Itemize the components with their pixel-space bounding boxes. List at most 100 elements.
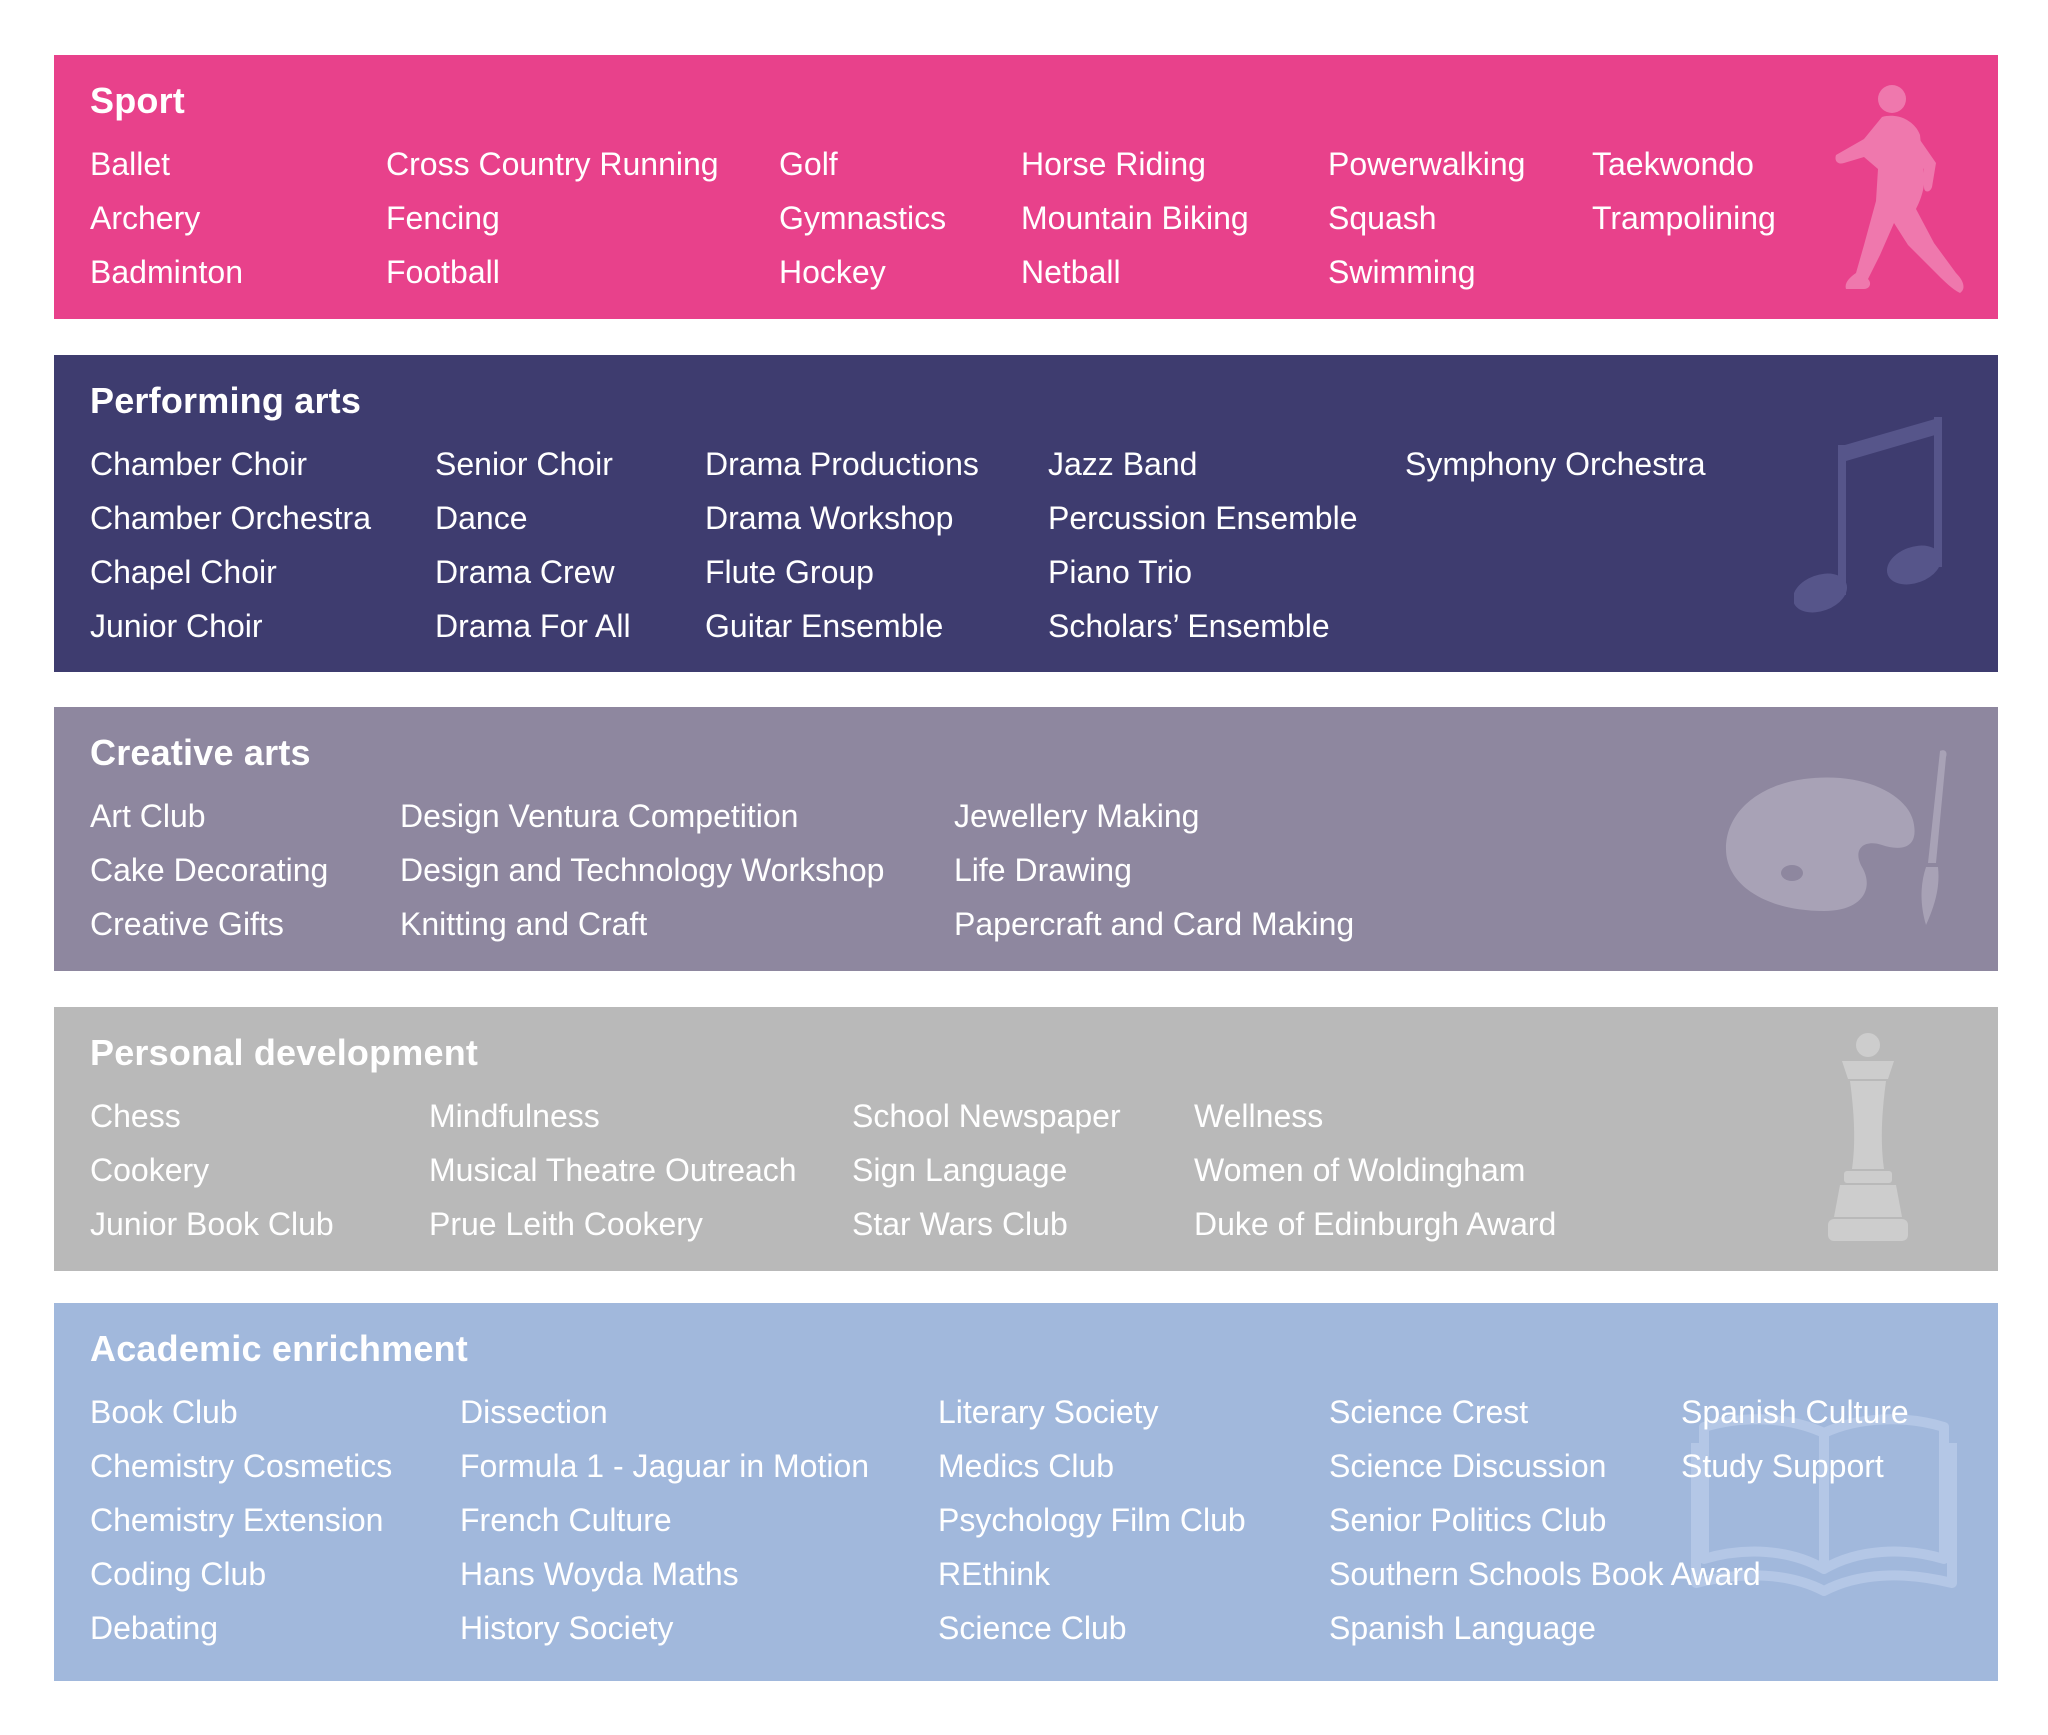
academic-enrichment-item: Psychology Film Club xyxy=(938,1502,1246,1538)
performing-arts-title: Performing arts xyxy=(90,380,362,421)
academic-enrichment-column: Science Crest Science Discussion Senior … xyxy=(1329,1385,1761,1655)
creative-arts-panel: Creative arts Art Club Cake Decorating C… xyxy=(54,707,1998,971)
sport-item: Mountain Biking xyxy=(1021,200,1249,236)
academic-enrichment-item: Spanish Language xyxy=(1329,1610,1596,1646)
personal-development-column: School Newspaper Sign Language Star Wars… xyxy=(852,1089,1194,1251)
personal-development-item: Junior Book Club xyxy=(90,1206,334,1242)
performing-arts-item: Senior Choir xyxy=(435,446,613,482)
sport-item: Fencing xyxy=(386,200,500,236)
academic-enrichment-item: Hans Woyda Maths xyxy=(460,1556,739,1592)
academic-enrichment-column: Dissection Formula 1 - Jaguar in Motion … xyxy=(460,1385,938,1655)
academic-enrichment-title: Academic enrichment xyxy=(90,1328,468,1369)
sport-item: Cross Country Running xyxy=(386,146,719,182)
academic-enrichment-item: Coding Club xyxy=(90,1556,267,1592)
sport-item: Ballet xyxy=(90,146,171,182)
chess-queen-icon xyxy=(1818,1031,1918,1251)
personal-development-item: Women of Woldingham xyxy=(1194,1152,1526,1188)
creative-arts-item: Design and Technology Workshop xyxy=(400,852,885,888)
academic-enrichment-item: Medics Club xyxy=(938,1448,1115,1484)
performing-arts-item: Chamber Orchestra xyxy=(90,500,371,536)
creative-arts-column: Art Club Cake Decorating Creative Gifts xyxy=(90,789,400,951)
academic-enrichment-item: Science Discussion xyxy=(1329,1448,1607,1484)
academic-enrichment-item: French Culture xyxy=(460,1502,672,1538)
creative-arts-item: Papercraft and Card Making xyxy=(954,906,1355,942)
academic-enrichment-item: History Society xyxy=(460,1610,674,1646)
creative-arts-item: Life Drawing xyxy=(954,852,1132,888)
sport-column: Horse Riding Mountain Biking Netball xyxy=(1021,137,1328,299)
personal-development-item: Cookery xyxy=(90,1152,210,1188)
sport-column: Ballet Archery Badminton xyxy=(90,137,386,299)
sport-item: Hockey xyxy=(779,254,886,290)
performing-arts-item: Junior Choir xyxy=(90,608,263,644)
academic-enrichment-item: Science Club xyxy=(938,1610,1127,1646)
personal-development-item: Duke of Edinburgh Award xyxy=(1194,1206,1557,1242)
sport-columns: Ballet Archery Badminton Cross Country R… xyxy=(90,137,1962,299)
academic-enrichment-item: Chemistry Extension xyxy=(90,1502,384,1538)
performing-arts-item: Chamber Choir xyxy=(90,446,307,482)
creative-arts-item: Creative Gifts xyxy=(90,906,284,942)
academic-enrichment-item: Formula 1 - Jaguar in Motion xyxy=(460,1448,870,1484)
sport-item: Archery xyxy=(90,200,201,236)
music-note-icon xyxy=(1794,415,1964,625)
creative-arts-item: Art Club xyxy=(90,798,206,834)
personal-development-item: School Newspaper xyxy=(852,1098,1121,1134)
academic-enrichment-item: Spanish Culture xyxy=(1681,1394,1909,1430)
performing-arts-column: Chamber Choir Chamber Orchestra Chapel C… xyxy=(90,437,435,653)
sport-item: Badminton xyxy=(90,254,243,290)
open-book-icon xyxy=(1690,1393,1960,1603)
palette-icon xyxy=(1714,745,1964,935)
creative-arts-column: Design Ventura Competition Design and Te… xyxy=(400,789,954,951)
creative-arts-item: Knitting and Craft xyxy=(400,906,648,942)
performing-arts-column: Jazz Band Percussion Ensemble Piano Trio… xyxy=(1048,437,1405,653)
performing-arts-column: Drama Productions Drama Workshop Flute G… xyxy=(705,437,1048,653)
performing-arts-item: Scholars’ Ensemble xyxy=(1048,608,1330,644)
performing-arts-item: Drama Crew xyxy=(435,554,615,590)
performing-arts-column: Symphony Orchestra xyxy=(1405,437,1706,491)
performing-arts-item: Guitar Ensemble xyxy=(705,608,944,644)
performing-arts-panel: Performing arts Chamber Choir Chamber Or… xyxy=(54,355,1998,672)
academic-enrichment-column: Literary Society Medics Club Psychology … xyxy=(938,1385,1329,1655)
performing-arts-item: Jazz Band xyxy=(1048,446,1198,482)
performing-arts-item: Percussion Ensemble xyxy=(1048,500,1358,536)
academic-enrichment-item: Chemistry Cosmetics xyxy=(90,1448,393,1484)
performing-arts-item: Drama For All xyxy=(435,608,631,644)
sport-item: Netball xyxy=(1021,254,1121,290)
academic-enrichment-columns: Book Club Chemistry Cosmetics Chemistry … xyxy=(90,1385,1962,1655)
academic-enrichment-item: Senior Politics Club xyxy=(1329,1502,1607,1538)
performing-arts-item: Piano Trio xyxy=(1048,554,1193,590)
sport-panel: Sport Ballet Archery Badminton Cross Cou… xyxy=(54,55,1998,319)
personal-development-item: Prue Leith Cookery xyxy=(429,1206,703,1242)
personal-development-item: Wellness xyxy=(1194,1098,1324,1134)
personal-development-column: Mindfulness Musical Theatre Outreach Pru… xyxy=(429,1089,852,1251)
academic-enrichment-item: Dissection xyxy=(460,1394,608,1430)
personal-development-title: Personal development xyxy=(90,1032,479,1073)
sport-column: Taekwondo Trampolining xyxy=(1592,137,1776,245)
sport-item: Taekwondo xyxy=(1592,146,1754,182)
sport-item: Swimming xyxy=(1328,254,1476,290)
performing-arts-item: Drama Productions xyxy=(705,446,979,482)
performing-arts-item: Drama Workshop xyxy=(705,500,954,536)
sport-column: Golf Gymnastics Hockey xyxy=(779,137,1021,299)
personal-development-item: Sign Language xyxy=(852,1152,1068,1188)
sport-item: Squash xyxy=(1328,200,1437,236)
creative-arts-columns: Art Club Cake Decorating Creative Gifts … xyxy=(90,789,1962,951)
personal-development-panel: Personal development Chess Cookery Junio… xyxy=(54,1007,1998,1271)
performing-arts-column: Senior Choir Dance Drama Crew Drama For … xyxy=(435,437,705,653)
sport-item: Football xyxy=(386,254,500,290)
academic-enrichment-item: Science Crest xyxy=(1329,1394,1529,1430)
creative-arts-title: Creative arts xyxy=(90,732,311,773)
personal-development-item: Star Wars Club xyxy=(852,1206,1068,1242)
academic-enrichment-column: Book Club Chemistry Cosmetics Chemistry … xyxy=(90,1385,460,1655)
sport-item: Gymnastics xyxy=(779,200,947,236)
personal-development-item: Mindfulness xyxy=(429,1098,600,1134)
sport-item: Horse Riding xyxy=(1021,146,1206,182)
academic-enrichment-item: REthink xyxy=(938,1556,1051,1592)
sport-column: Cross Country Running Fencing Football xyxy=(386,137,779,299)
academic-enrichment-column: Spanish Culture Study Support xyxy=(1681,1385,1909,1493)
performing-arts-item: Flute Group xyxy=(705,554,874,590)
academic-enrichment-item: Book Club xyxy=(90,1394,238,1430)
personal-development-column: Chess Cookery Junior Book Club xyxy=(90,1089,429,1251)
sport-item: Trampolining xyxy=(1592,200,1776,236)
academic-enrichment-item: Debating xyxy=(90,1610,219,1646)
sport-title: Sport xyxy=(90,80,185,121)
